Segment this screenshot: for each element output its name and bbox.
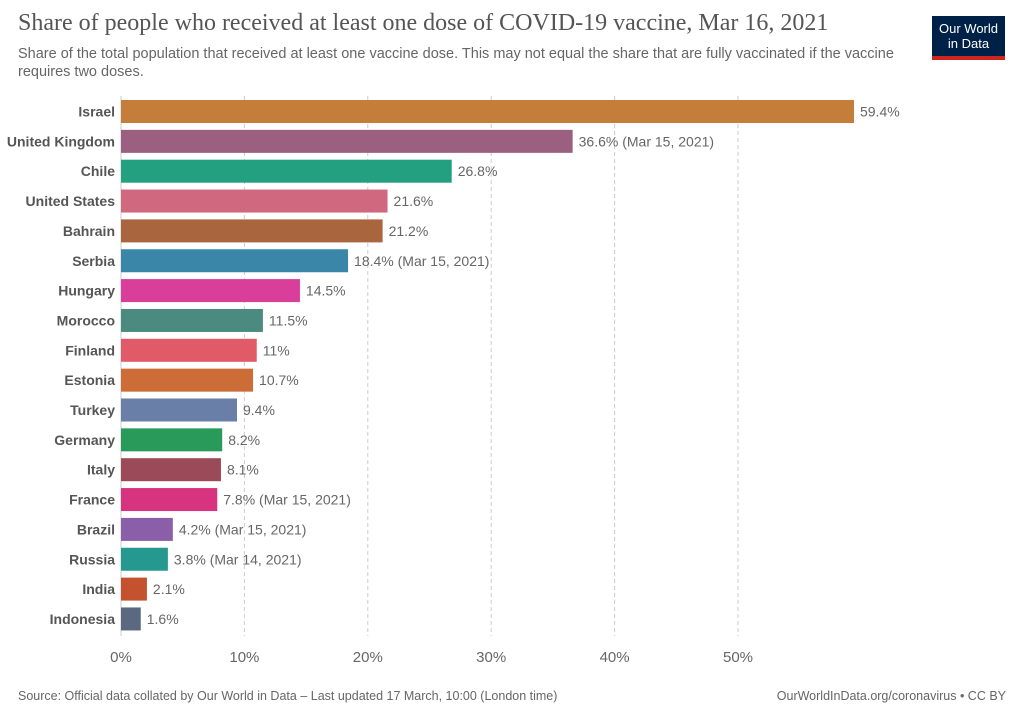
bar [121,607,141,631]
category-label: Turkey [70,402,115,418]
category-label: Russia [69,551,115,567]
bar [121,428,223,452]
category-label: Morocco [57,312,115,328]
bar [121,517,173,541]
bar [121,159,452,183]
bar [121,338,257,362]
value-labels: 59.4% 36.6% (Mar 15, 2021) 26.8% 21.6% 21.2%… [147,104,900,627]
value-label: 8.2% [228,432,260,448]
bar [121,488,218,512]
logo-line-2: in Data [947,36,990,51]
value-label: 10.7% [259,372,299,388]
value-label: 4.2% (Mar 15, 2021) [179,521,307,537]
value-label: 59.4% [860,104,900,120]
bar [121,577,147,601]
source-note: Source: Official data collated by Our Wo… [18,689,558,703]
value-label: 7.8% (Mar 15, 2021) [223,492,351,508]
bar [121,219,383,243]
value-label: 26.8% [458,163,498,179]
x-tick-label: 20% [353,649,383,666]
value-label: 8.1% [227,462,259,478]
value-label: 11.5% [269,312,308,328]
category-label: Estonia [64,372,115,388]
category-label: Brazil [77,521,115,537]
category-label: Indonesia [50,611,116,627]
logo-line-1: Our World [939,21,998,36]
value-label: 1.6% [147,611,179,627]
bar [121,368,254,392]
x-tick-label: 0% [110,649,132,666]
value-label: 11% [263,342,290,358]
chart-title: Share of people who received at least on… [18,10,829,36]
x-axis-tick-labels: 0% 10% 20% 30% 40% 50% [110,649,753,666]
bar [121,398,237,422]
owid-logo[interactable]: Our World in Data [932,16,1005,60]
bar [121,279,300,303]
category-label: Chile [81,163,115,179]
x-tick-label: 50% [723,649,753,666]
category-label: Italy [87,462,115,478]
category-label: Serbia [72,253,115,269]
x-tick-label: 30% [476,649,506,666]
value-label: 21.6% [394,193,434,209]
bars [121,100,854,631]
category-label: Bahrain [63,223,115,239]
category-label: United States [26,193,116,209]
value-label: 2.1% [153,581,185,597]
category-label: Finland [65,342,115,358]
value-label: 14.5% [306,283,346,299]
category-label: Hungary [58,283,115,299]
bar [121,308,263,332]
value-label: 21.2% [389,223,429,239]
bar [121,547,168,571]
bar [121,458,221,482]
value-label: 9.4% [243,402,275,418]
bar [121,129,573,153]
chart-subtitle: Share of the total population that recei… [18,46,894,80]
value-label: 18.4% (Mar 15, 2021) [354,253,489,269]
bar [121,189,388,213]
x-tick-label: 40% [600,649,630,666]
credit-link[interactable]: OurWorldInData.org/coronavirus • CC BY [776,689,1006,703]
bar [121,249,349,273]
category-labels: Israel United Kingdom Chile United States Ba… [7,104,115,627]
value-label: 3.8% (Mar 14, 2021) [174,551,302,567]
category-label: India [82,581,115,597]
category-label: United Kingdom [7,133,115,149]
category-label: Germany [54,432,115,448]
bar [121,100,854,123]
x-tick-label: 10% [229,649,259,666]
grid-lines [120,96,739,636]
value-label: 36.6% (Mar 15, 2021) [579,133,714,149]
category-label: Israel [78,104,115,120]
category-label: France [69,492,115,508]
